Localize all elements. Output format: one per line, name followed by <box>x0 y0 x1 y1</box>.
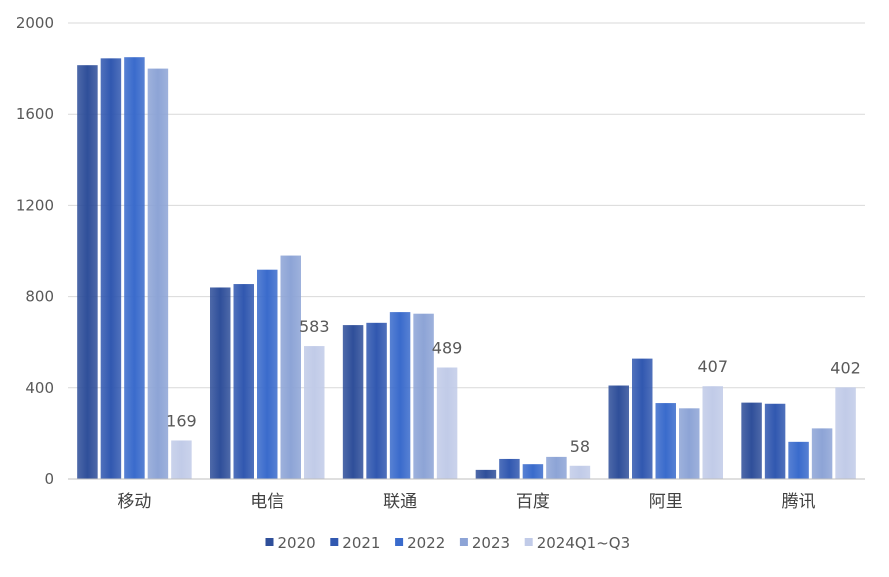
legend-item: 2023 <box>459 534 510 552</box>
bar-2022-腾讯 <box>788 441 809 479</box>
legend-item: 2024Q1~Q3 <box>524 534 630 552</box>
bar-2023-电信 <box>280 255 301 479</box>
legend-swatch <box>330 538 339 546</box>
legend-item: 2022 <box>395 534 445 552</box>
y-axis-ticks: 0 400 800 1200 1600 2000 <box>16 14 54 488</box>
data-label: 402 <box>830 358 861 377</box>
y-tick-label: 1600 <box>16 105 54 123</box>
bar-2024Q1~Q3-移动 <box>171 440 192 479</box>
legend: 2020 2021 2022 2023 2024Q1~Q3 <box>265 534 630 552</box>
data-label: 407 <box>697 357 728 376</box>
bar-2022-移动 <box>124 57 145 479</box>
legend-swatch <box>459 538 468 546</box>
x-category-label: 阿里 <box>649 492 683 512</box>
bar-2020-阿里 <box>608 385 629 479</box>
bar-2020-移动 <box>77 65 98 480</box>
x-category-label: 百度 <box>516 492 550 512</box>
y-tick-label: 1200 <box>16 196 54 214</box>
legend-swatch <box>395 538 404 546</box>
legend-item: 2020 <box>265 534 316 552</box>
y-tick-label: 400 <box>25 379 54 397</box>
bar-2022-联通 <box>389 312 411 479</box>
bar-2023-移动 <box>147 68 169 479</box>
x-category-label: 腾讯 <box>782 492 816 512</box>
bar-2020-联通 <box>342 325 364 479</box>
bar-2023-联通 <box>413 313 434 479</box>
bar-2021-电信 <box>233 284 254 479</box>
legend-item: 2021 <box>330 534 380 552</box>
bar-2021-联通 <box>366 322 387 479</box>
bar-2020-腾讯 <box>741 402 762 479</box>
bars <box>77 57 856 480</box>
y-tick-label: 0 <box>44 470 54 488</box>
bar-2022-百度 <box>522 464 544 479</box>
data-label: 489 <box>432 339 463 358</box>
x-category-label: 电信 <box>250 492 284 512</box>
legend-label: 2024Q1~Q3 <box>537 534 630 552</box>
legend-label: 2021 <box>342 534 380 552</box>
legend-label: 2023 <box>472 534 510 552</box>
bar-2022-电信 <box>257 269 278 479</box>
bar-2023-腾讯 <box>811 428 833 479</box>
bar-2024Q1~Q3-腾讯 <box>835 387 856 479</box>
x-axis-categories: 移动 电信 联通 百度 阿里 腾讯 <box>117 492 815 512</box>
legend-label: 2022 <box>407 534 445 552</box>
bar-2024Q1~Q3-联通 <box>436 367 458 479</box>
legend-swatch <box>524 538 533 546</box>
bar-2024Q1~Q3-阿里 <box>702 386 723 479</box>
y-tick-label: 2000 <box>16 14 54 32</box>
bar-2022-阿里 <box>655 403 676 479</box>
x-category-label: 移动 <box>117 492 151 512</box>
bar-2021-腾讯 <box>764 403 786 479</box>
data-label: 58 <box>570 437 590 456</box>
bar-2020-百度 <box>475 469 497 479</box>
data-labels: 169 583 489 58 407 402 <box>166 317 861 456</box>
legend-label: 2020 <box>278 534 316 552</box>
bar-2021-百度 <box>499 458 520 479</box>
legend-swatch <box>265 538 274 546</box>
data-label: 583 <box>299 317 330 336</box>
bar-2023-百度 <box>546 456 567 479</box>
bar-2024Q1~Q3-百度 <box>569 465 591 479</box>
bar-2021-阿里 <box>632 358 653 479</box>
y-tick-label: 800 <box>25 288 54 306</box>
gridlines <box>68 22 865 389</box>
data-label: 169 <box>166 411 197 430</box>
bar-2021-移动 <box>100 58 122 480</box>
bar-2023-阿里 <box>679 408 700 479</box>
x-category-label: 联通 <box>383 492 417 512</box>
bar-2024Q1~Q3-电信 <box>304 346 325 479</box>
bar-2020-电信 <box>210 287 231 479</box>
